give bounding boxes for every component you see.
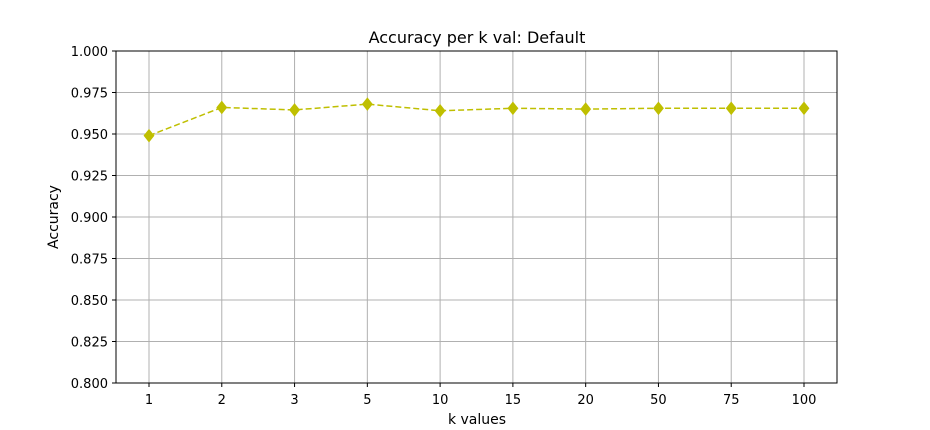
x-tick-label: 3: [290, 393, 298, 408]
plot-frame: [115, 50, 838, 384]
y-tick-label: 0.950: [71, 128, 108, 143]
y-axis: 0.800 0.825 0.850 0.875 0.900 0.925 0.950 0.975…: [71, 45, 116, 392]
data-point-marker: [653, 101, 664, 116]
series-line: [148, 103, 804, 137]
data-point-marker: [143, 128, 155, 143]
x-tick-label: 10: [432, 393, 449, 408]
x-tick-label: 1: [145, 393, 153, 408]
series-group: [143, 97, 810, 143]
x-tick-label: 5: [363, 393, 371, 408]
data-point-marker: [507, 101, 519, 116]
data-point-marker: [725, 101, 737, 116]
y-tick-label: 0.800: [71, 377, 108, 392]
y-axis-label: Accuracy: [46, 185, 62, 249]
data-point-marker: [580, 102, 592, 116]
chart-title: Accuracy per k val: Default: [369, 28, 586, 47]
x-axis-label: k values: [448, 412, 506, 428]
y-tick-label: 0.850: [71, 294, 108, 309]
x-tick-label: 50: [650, 393, 667, 408]
y-tick-label: 0.900: [71, 211, 108, 226]
y-tick-label: 0.875: [71, 253, 108, 268]
y-tick-label: 1.000: [71, 45, 108, 60]
data-point-marker: [216, 100, 228, 115]
data-point-marker: [434, 103, 446, 118]
x-tick-label: 15: [505, 393, 522, 408]
data-point-marker: [361, 97, 373, 111]
y-tick-label: 0.825: [71, 336, 108, 351]
x-tick-label: 75: [723, 393, 740, 408]
x-axis: 1 2 3 5 10 15 20 50 75 100: [145, 383, 817, 408]
y-tick-label: 0.975: [71, 87, 108, 102]
grid: [116, 50, 837, 384]
x-tick-label: 2: [218, 393, 226, 408]
x-tick-label: 20: [577, 393, 594, 408]
x-tick-label: 100: [792, 393, 817, 408]
y-tick-label: 0.925: [71, 170, 108, 185]
data-point-marker: [798, 101, 810, 116]
data-point-marker: [289, 103, 300, 117]
